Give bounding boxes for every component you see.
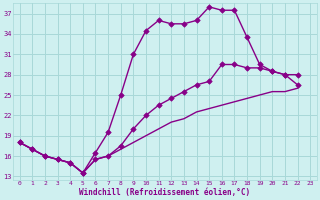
X-axis label: Windchill (Refroidissement éolien,°C): Windchill (Refroidissement éolien,°C) xyxy=(79,188,251,197)
